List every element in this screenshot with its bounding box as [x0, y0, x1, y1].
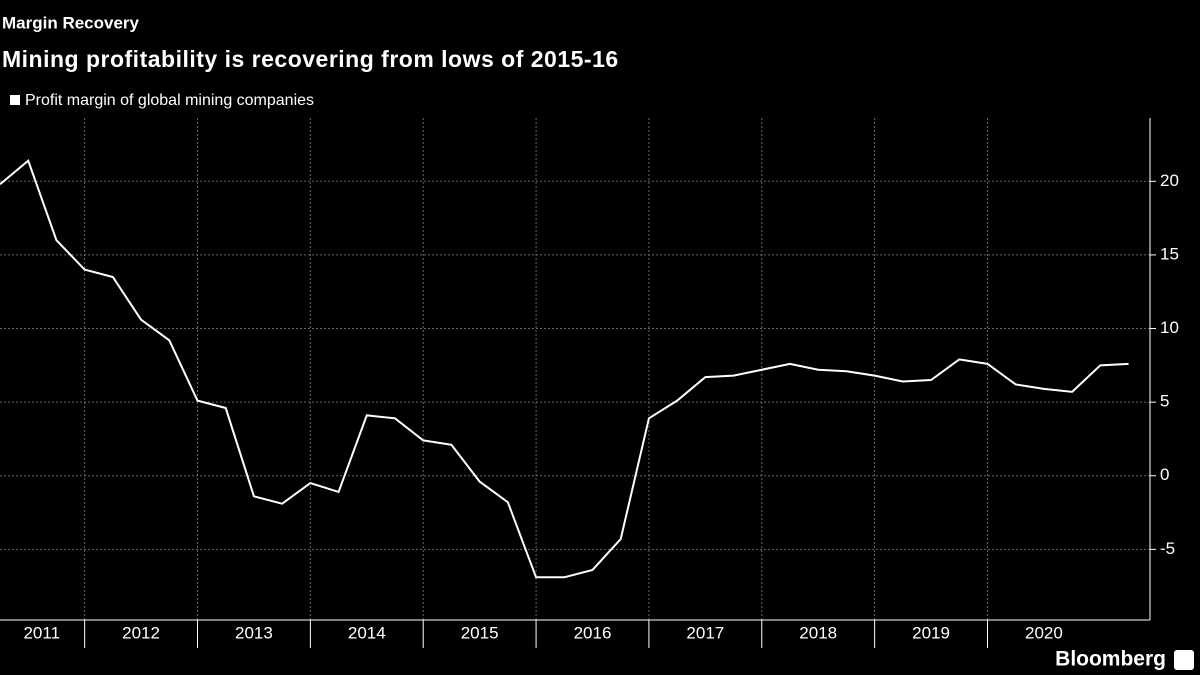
y-tick-label: 5: [1160, 392, 1169, 411]
legend-swatch: [10, 95, 20, 105]
x-tick-label: 2020: [1025, 623, 1063, 642]
y-tick-label: 20: [1160, 171, 1179, 190]
y-tick-label: 15: [1160, 244, 1179, 263]
x-tick-label: 2011: [23, 623, 60, 642]
chart-subtitle: Mining profitability is recovering from …: [2, 46, 619, 72]
x-tick-label: 2015: [461, 623, 499, 642]
x-tick-label: 2013: [235, 623, 273, 642]
logo: [1174, 650, 1194, 670]
x-tick-label: 2016: [574, 623, 612, 642]
x-tick-label: 2017: [686, 623, 724, 642]
y-tick-label: 10: [1160, 318, 1179, 337]
chart-title: Margin Recovery: [2, 13, 140, 32]
x-tick-label: 2018: [799, 623, 837, 642]
legend-label: Profit margin of global mining companies: [25, 92, 314, 109]
line: [0, 159, 1129, 579]
y-tick-label: -5: [1160, 539, 1175, 558]
y-tick-label: 0: [1160, 465, 1169, 484]
x-tick-label: 2012: [122, 623, 160, 642]
x-tick-label: 2014: [348, 623, 386, 642]
source: Bloomberg: [1055, 648, 1166, 671]
x-tick-label: 2019: [912, 623, 950, 642]
